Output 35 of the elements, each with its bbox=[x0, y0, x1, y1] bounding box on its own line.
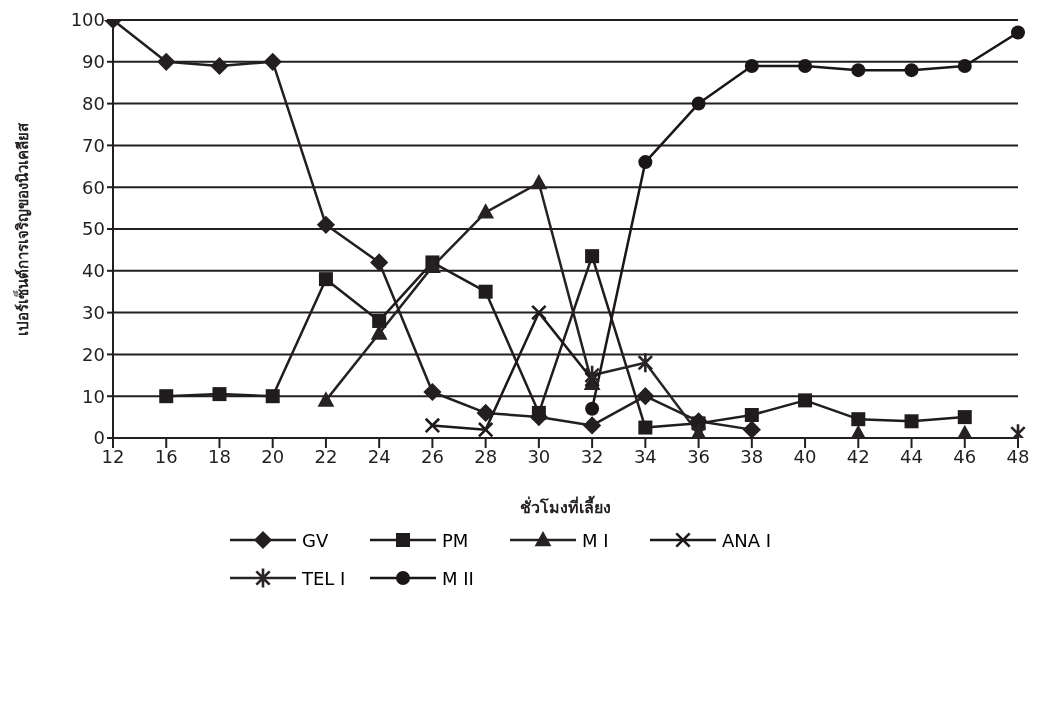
y-tick-label: 20 bbox=[82, 343, 105, 365]
legend-label: ANA I bbox=[722, 529, 772, 551]
y-tick-label: 70 bbox=[82, 134, 105, 156]
x-tick-label: 46 bbox=[953, 445, 977, 467]
x-tick-label: 26 bbox=[420, 445, 444, 467]
x-tick-label: 44 bbox=[900, 445, 923, 467]
y-tick-label: 50 bbox=[82, 218, 105, 240]
y-tick-label: 10 bbox=[82, 385, 105, 407]
y-tick-label: 60 bbox=[82, 176, 105, 198]
legend-label: TEL I bbox=[302, 567, 346, 589]
x-tick-label: 40 bbox=[793, 445, 817, 467]
x-tick-label: 38 bbox=[740, 445, 764, 467]
legend-label: GV bbox=[302, 529, 329, 551]
y-tick-label: 100 bbox=[70, 9, 105, 31]
x-tick-label: 24 bbox=[367, 445, 391, 467]
legend-label: M I bbox=[582, 529, 609, 551]
legend-label: PM bbox=[442, 529, 469, 551]
x-tick-label: 42 bbox=[846, 445, 870, 467]
y-tick-label: 30 bbox=[82, 301, 105, 323]
y-tick-label: 40 bbox=[82, 260, 105, 282]
x-axis-title: ชั่วโมงที่เลี้ยง bbox=[520, 495, 611, 517]
y-tick-label: 90 bbox=[82, 51, 105, 73]
legend-label: M II bbox=[442, 567, 474, 589]
x-tick-label: 18 bbox=[208, 445, 231, 467]
x-tick-label: 32 bbox=[580, 445, 604, 467]
x-tick-label: 28 bbox=[474, 445, 498, 467]
y-tick-label: 80 bbox=[82, 92, 105, 114]
y-axis-title: เปอร์เซ็นต์การเจริญของนิวเคลียส bbox=[13, 121, 33, 336]
x-tick-label: 30 bbox=[527, 445, 551, 467]
x-tick-label: 22 bbox=[314, 445, 338, 467]
x-tick-label: 16 bbox=[154, 445, 178, 467]
x-tick-label: 34 bbox=[633, 445, 657, 467]
x-tick-label: 48 bbox=[1006, 445, 1030, 467]
x-tick-label: 20 bbox=[261, 445, 285, 467]
x-tick-label: 36 bbox=[687, 445, 711, 467]
